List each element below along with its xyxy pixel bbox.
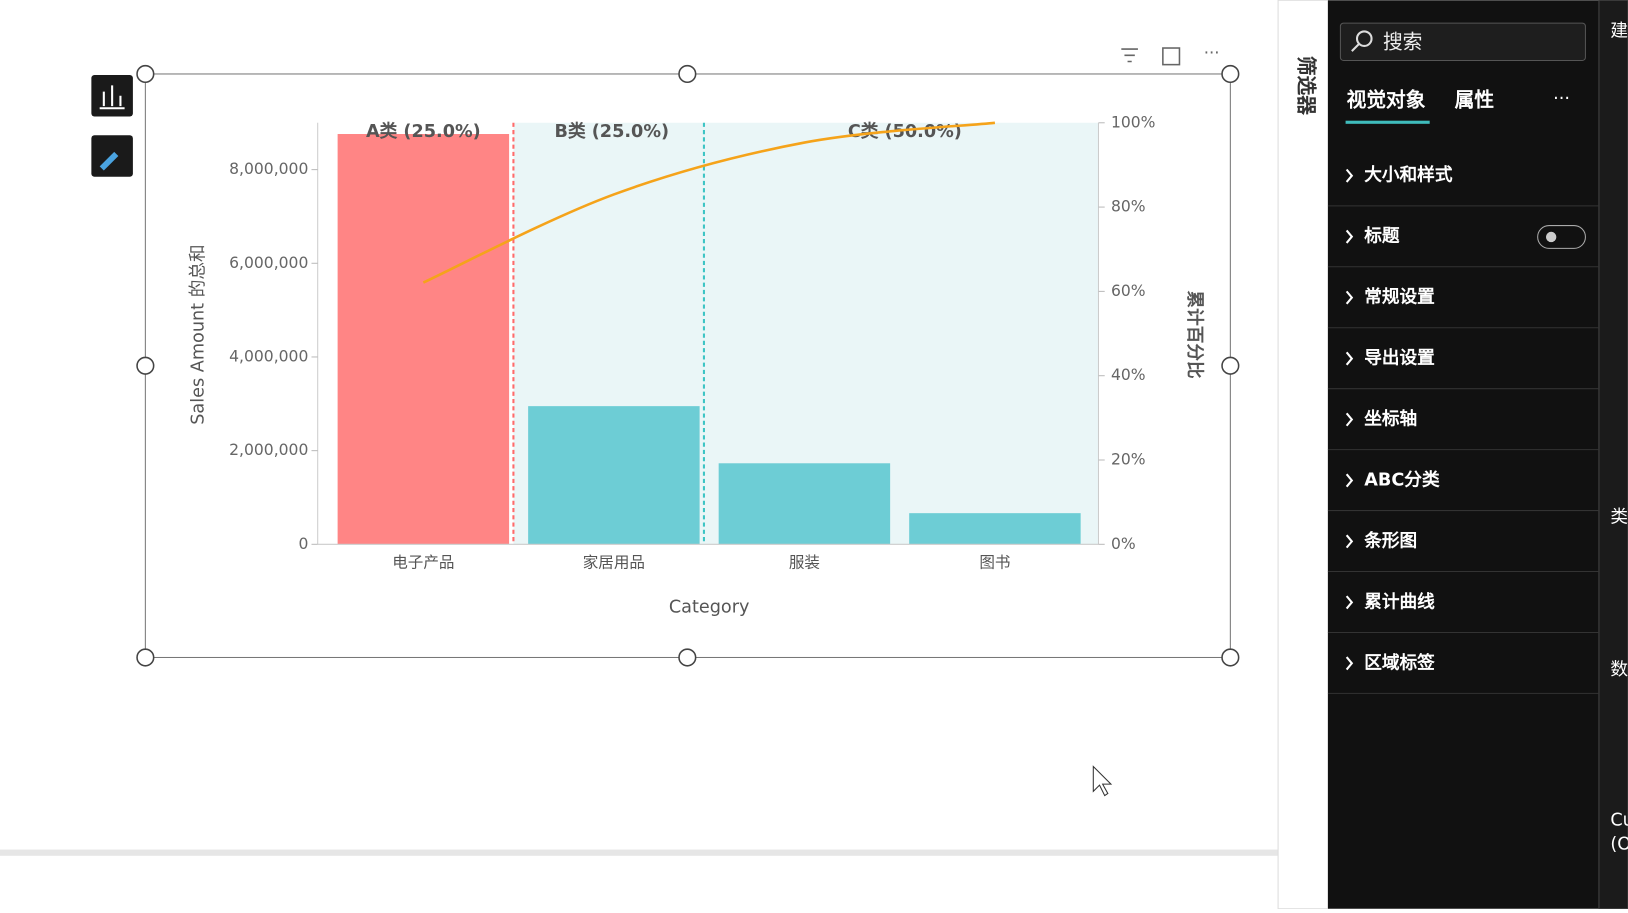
focus-icon[interactable] [1162,47,1181,66]
resize-handle[interactable] [1221,356,1240,375]
section-header[interactable]: 条形图 [1363,529,1417,551]
format-pane [1327,0,1599,909]
filter-icon[interactable] [1121,48,1138,63]
filter-pane[interactable] [1277,0,1329,910]
y2-tick-label: 100% [1111,113,1156,131]
chevron [1345,290,1354,305]
x-tick-label: 电子产品 [392,553,454,571]
tab-underline [1345,120,1430,124]
chevron [1345,595,1354,610]
chevron [1345,412,1354,427]
resize-handle[interactable] [136,64,155,84]
canvas-scrollbar [0,849,1279,856]
x-tick-label: 服装 [789,553,820,571]
section-header[interactable]: 坐标轴 [1364,408,1417,430]
more-options[interactable]: ··· [1204,44,1220,63]
search-placeholder[interactable]: 搜索 [1383,30,1422,53]
section-header[interactable]: 常规设置 [1364,286,1435,308]
toggle[interactable] [1537,225,1586,249]
filter-pane-title[interactable]: 筛选器 [1295,56,1318,115]
y-axis-title: Sales Amount 的总和 [187,244,208,424]
resize-handle[interactable] [136,356,155,375]
region-label: A类 (25.0%) [366,120,481,142]
bar [909,513,1081,545]
resize-handle[interactable] [678,648,697,667]
section-header[interactable]: 导出设置 [1364,347,1435,369]
section-header[interactable]: 标题 [1363,225,1400,247]
y-tick-label: 4,000,000 [229,347,308,365]
chevron [1345,229,1354,244]
brush-icon [99,151,119,171]
y2-tick-label: 80% [1111,198,1146,216]
toggle-knob [1545,231,1557,243]
y-tick-label: 6,000,000 [229,254,308,272]
resize-handle[interactable] [1221,64,1240,84]
build-pane-label: 数 [1610,659,1628,680]
pane-tab[interactable]: 属性 [1455,88,1495,111]
region-label: B类 (25.0%) [555,120,670,142]
x-tick-label: 家居用品 [583,553,645,571]
build-pane-label: Cu [1610,810,1628,830]
chart-icon [99,85,125,110]
chevron [1345,656,1354,671]
pane-more[interactable]: ··· [1553,89,1570,109]
y2-tick-label: 60% [1111,282,1146,300]
y2-tick-label: 20% [1111,451,1146,469]
y-tick-label: 8,000,000 [229,160,308,178]
bar [528,406,700,545]
y-tick-label: 0 [298,535,308,553]
chevron [1345,168,1354,183]
search-box[interactable] [1339,22,1586,61]
chevron [1345,351,1354,366]
y2-tick-label: 0% [1111,535,1136,553]
cumulative-line [422,121,996,284]
bar [718,463,891,545]
x-axis-title: Category [669,598,750,618]
y-tick-label: 2,000,000 [229,441,308,459]
resize-handle[interactable] [678,64,697,84]
build-pane [1598,0,1628,910]
search-icon [1351,43,1360,52]
pane-tab[interactable]: 视觉对象 [1347,88,1426,111]
build-pane-label: (O [1610,834,1628,854]
section-header[interactable]: ABC分类 [1364,468,1440,490]
x-tick-label: 图书 [979,553,1010,571]
section-header[interactable]: 区域标签 [1364,651,1435,673]
resize-handle[interactable] [1221,648,1240,667]
search-icon [1355,30,1373,47]
bar [337,134,510,545]
build-pane-label: 建 [1610,20,1628,41]
cursor [1092,765,1113,797]
chevron [1345,534,1354,549]
build-pane-label: 类 [1610,506,1628,527]
section-header[interactable]: 累计曲线 [1364,590,1435,612]
section-header[interactable]: 大小和样式 [1364,164,1453,186]
resize-handle[interactable] [136,648,155,667]
y2-tick-label: 40% [1111,366,1146,384]
chevron [1345,473,1354,488]
y2-axis-title: 累计百分比 [1184,290,1206,378]
